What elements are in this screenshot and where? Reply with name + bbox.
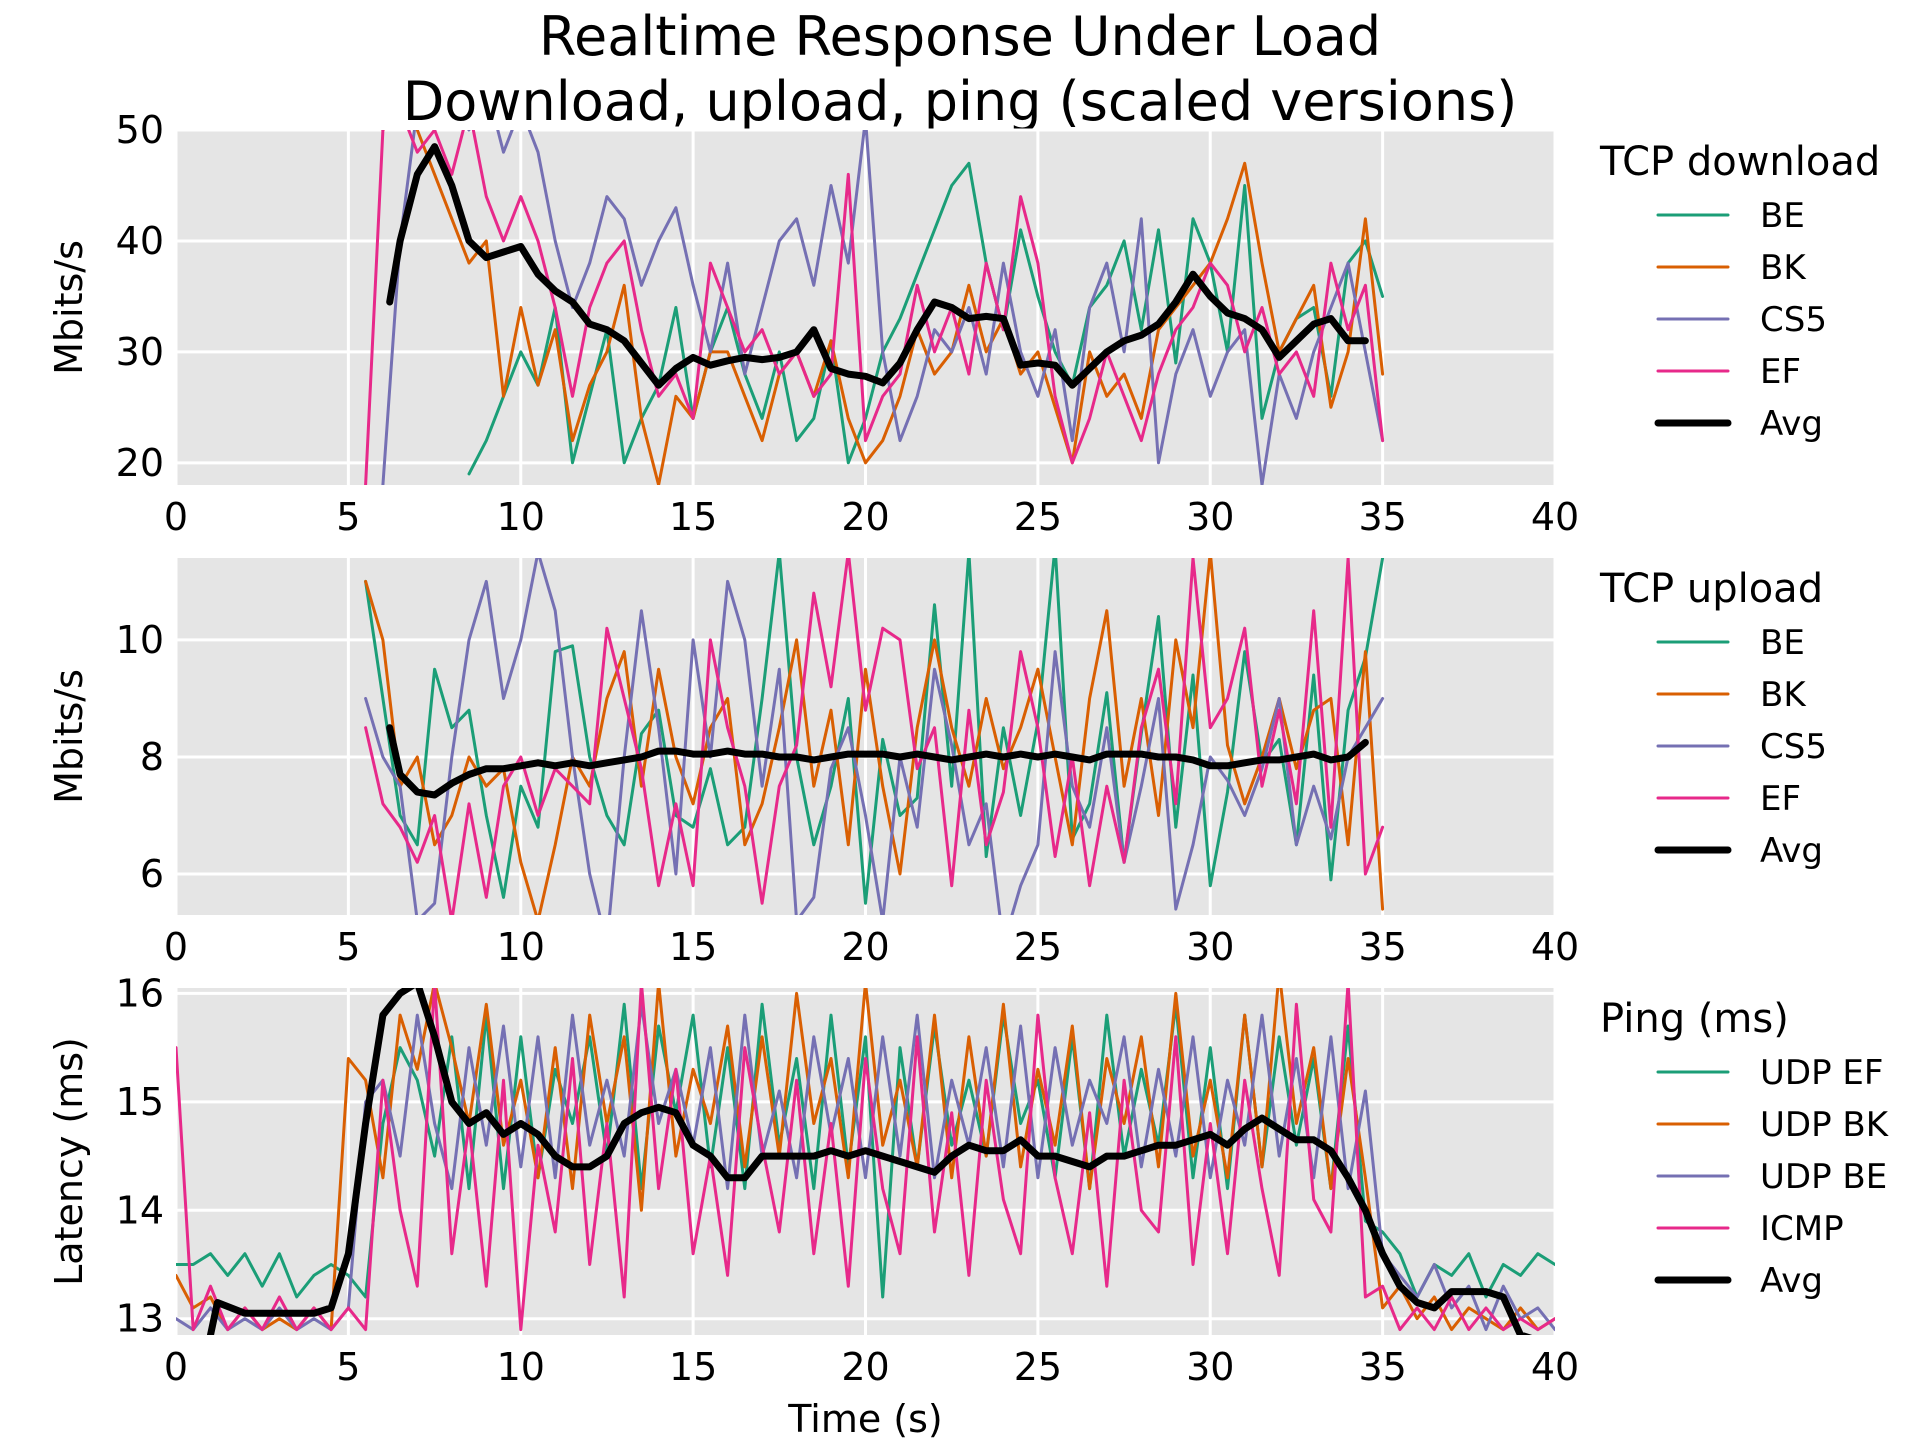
ping-series-line-udp-be [176,1002,1555,1332]
ul-series-line-ef [364,558,1385,915]
y-tick-label: 13 [116,1297,164,1341]
ping-panel: Latency (ms) Time (s) Ping (ms) 0 5 10 15 20… [47,971,1890,1440]
x-tick-label: 30 [1186,925,1234,969]
x-tick-label: 5 [336,495,360,539]
x-tick-label: 35 [1358,495,1406,539]
x-tick-label: 15 [669,495,717,539]
ul-series-line-bk [364,558,1385,915]
x-tick-label: 10 [497,495,545,539]
x-tick-label: 0 [164,925,188,969]
y-tick-label: 8 [140,735,164,779]
dl-series-line-be [467,161,1385,476]
x-tick-label: 40 [1531,495,1579,539]
legend-item-label: Avg [1760,404,1823,444]
y-tick-label: 40 [116,219,164,263]
ping-ylabel: Latency (ms) [47,1037,91,1286]
legend-item-label: BK [1760,248,1807,288]
ul-series-line-cs5 [364,558,1385,915]
x-tick-label: 20 [841,495,889,539]
legend-item-label: BK [1760,675,1807,715]
legend-item-label: CS5 [1760,300,1827,340]
legend-item-label: ICMP [1760,1209,1844,1249]
y-tick-label: 30 [116,330,164,374]
x-tick-label: 40 [1531,1345,1579,1389]
download-ylabel: Mbits/s [47,240,91,375]
legend-item-label: EF [1760,779,1801,819]
dl-series-line-bk [381,130,1385,485]
chart-subtitle: Download, upload, ping (scaled versions) [403,70,1518,133]
x-tick-label: 30 [1186,1345,1234,1389]
x-tick-label: 35 [1358,1345,1406,1389]
legend-item-label: UDP BE [1760,1157,1887,1197]
upload-panel: Mbits/s TCP upload 0 5 10 15 20 25 30 35 40 6 8 10 B… [47,558,1827,969]
legend-item-label: BE [1760,623,1805,663]
x-tick-label: 15 [669,925,717,969]
legend-item-label: Avg [1760,831,1823,871]
ping-legend-title: Ping (ms) [1600,996,1789,1042]
x-tick-label: 20 [841,1345,889,1389]
ping-series-line-avg [207,988,1533,1335]
x-tick-label: 10 [497,925,545,969]
x-tick-label: 30 [1186,495,1234,539]
legend-item-label: CS5 [1760,727,1827,767]
legend-item-label: EF [1760,352,1801,392]
y-tick-label: 6 [140,852,164,896]
y-tick-label: 20 [116,441,164,485]
dl-series-line-avg [386,143,1369,389]
x-tick-label: 40 [1531,925,1579,969]
x-tick-label: 10 [497,1345,545,1389]
x-tick-label: 20 [841,925,889,969]
y-tick-label: 14 [116,1188,164,1232]
legend-item-label: UDP BK [1760,1105,1890,1145]
dl-series-line-cs5 [381,130,1385,485]
ping-series-line-icmp [176,988,1555,1332]
x-tick-label: 25 [1014,1345,1062,1389]
x-tick-label: 25 [1014,495,1062,539]
x-tick-label: 35 [1358,925,1406,969]
chart-title: Realtime Response Under Load [539,5,1381,68]
ul-series-line-avg [386,724,1369,799]
x-tick-label: 0 [164,495,188,539]
legend-item-label: BE [1760,196,1805,236]
x-tick-label: 5 [336,1345,360,1389]
x-tick-label: 25 [1014,925,1062,969]
upload-ylabel: Mbits/s [47,669,91,804]
download-legend-title: TCP download [1599,139,1880,185]
ping-series-line-udp-bk [176,988,1555,1332]
y-tick-label: 15 [116,1080,164,1124]
legend-item-label: UDP EF [1760,1053,1883,1093]
upload-legend-title: TCP upload [1599,566,1823,612]
ping-xlabel: Time (s) [787,1397,943,1440]
ul-series-line-be [364,558,1385,905]
dl-series-line-ef [364,130,1385,485]
y-tick-label: 10 [116,618,164,662]
x-tick-label: 5 [336,925,360,969]
download-panel: Mbits/s TCP download 0 5 10 15 20 25 30 35 40 20 3… [47,108,1880,539]
x-tick-label: 0 [164,1345,188,1389]
y-tick-label: 50 [116,108,164,152]
x-tick-label: 15 [669,1345,717,1389]
y-tick-label: 16 [116,971,164,1015]
legend-item-label: Avg [1760,1261,1823,1301]
